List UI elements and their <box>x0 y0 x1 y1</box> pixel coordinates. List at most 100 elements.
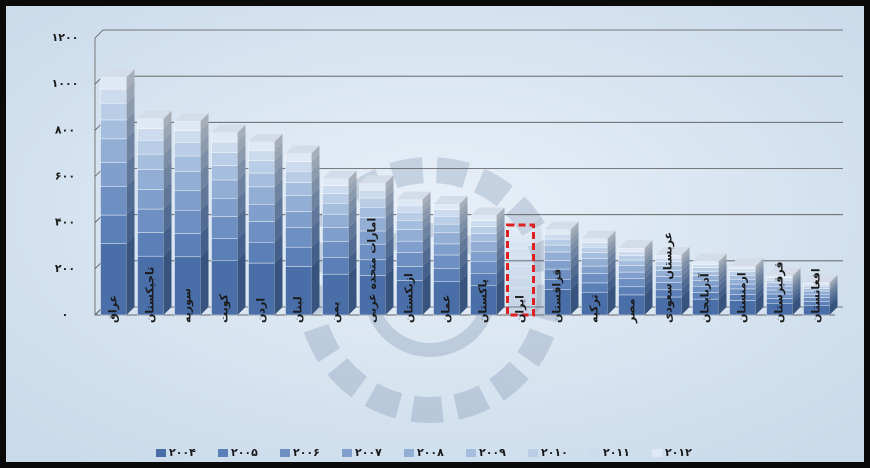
bar-side <box>459 260 468 282</box>
bar-top <box>507 216 542 225</box>
bar-side <box>200 248 209 315</box>
bar-segment <box>211 144 246 166</box>
x-tick-label: افغانستان <box>810 268 823 323</box>
bar-side <box>126 130 135 163</box>
bar-side <box>126 154 135 187</box>
bar-side <box>607 258 616 274</box>
bar-segment <box>174 147 209 172</box>
bar-side <box>533 221 542 235</box>
bar-side <box>348 170 357 186</box>
bar-side <box>126 111 135 139</box>
bar-front <box>285 170 312 183</box>
bar-front <box>396 229 423 242</box>
bar-side <box>792 269 801 281</box>
bar-front <box>285 195 312 212</box>
bar-side <box>829 276 838 287</box>
bar-side <box>311 187 320 212</box>
bar-side <box>496 277 505 315</box>
bar-side <box>237 124 246 142</box>
bar-front <box>396 252 423 267</box>
bar-front <box>359 197 386 208</box>
bar-front <box>692 261 719 265</box>
bar-side <box>274 165 283 187</box>
bar-top <box>100 69 135 78</box>
legend-label: ۲۰۱۲ <box>665 446 692 459</box>
x-tick-label: مصر <box>625 299 638 325</box>
bar-side <box>200 134 209 156</box>
bar-side <box>385 175 394 191</box>
bar-side <box>422 272 431 315</box>
bar-front <box>433 209 460 217</box>
bar-top <box>137 110 172 119</box>
bar-side <box>126 69 135 90</box>
bar-side <box>681 257 690 271</box>
bar-side <box>126 207 135 244</box>
bar-side <box>533 269 542 288</box>
bar-front <box>581 238 608 243</box>
bar-front <box>211 197 238 217</box>
bar-side <box>718 284 727 300</box>
bar-front <box>507 287 534 316</box>
bar-side <box>533 258 542 278</box>
bar-side <box>496 207 505 221</box>
bar-side <box>792 290 801 304</box>
bar-segment <box>322 249 357 275</box>
bar-segment <box>174 248 209 316</box>
bar-side <box>163 110 172 129</box>
bar-side <box>570 243 579 261</box>
bar-side <box>829 297 838 315</box>
bar-side <box>200 113 209 131</box>
bar-top <box>396 191 431 200</box>
bar-segment <box>396 272 431 316</box>
bar-side <box>570 271 579 290</box>
bar-front <box>581 252 608 259</box>
bar-segment <box>100 95 135 121</box>
bar-front <box>507 276 534 289</box>
bar-side <box>829 282 838 295</box>
bar-side <box>385 267 394 315</box>
x-tick-label: ازبکستان <box>403 273 416 323</box>
bar-front <box>544 260 571 270</box>
bar-side <box>163 161 172 190</box>
bar-side <box>755 258 764 269</box>
bar-top <box>433 195 468 204</box>
bar-front <box>544 244 571 253</box>
bar-front <box>544 233 571 240</box>
bar-side <box>607 234 616 248</box>
x-tick-label: لبنان <box>292 296 305 323</box>
bar-front <box>174 120 201 131</box>
bar-side <box>200 163 209 191</box>
legend-label: ۲۰۱۰ <box>541 446 568 459</box>
bar-side <box>718 259 727 272</box>
bar-side <box>607 239 616 253</box>
y-tick-label: ۸۰۰ <box>55 123 75 136</box>
bar-side <box>644 257 653 273</box>
bar-front <box>211 152 238 166</box>
bar-front <box>433 223 460 234</box>
bar-side <box>681 268 690 283</box>
bar-side <box>459 224 468 244</box>
bar-front <box>359 183 386 191</box>
bar-side <box>348 206 357 228</box>
bar-front <box>322 213 349 228</box>
y-tick-label: ۰ <box>62 308 69 321</box>
bar-front <box>248 150 275 162</box>
bar-front <box>470 220 497 227</box>
bar-front <box>322 193 349 204</box>
bar-side <box>718 272 727 287</box>
bar-segment <box>100 178 135 216</box>
y-tick-label: ۶۰۰ <box>55 170 75 183</box>
bar-front <box>470 215 497 221</box>
bar-front <box>396 240 423 253</box>
bar-side <box>533 240 542 258</box>
bar-segment <box>137 132 172 155</box>
bar-front <box>100 186 127 216</box>
bar-side <box>422 244 431 267</box>
bar-segment <box>248 255 283 316</box>
x-tick-label: اردن <box>255 298 268 323</box>
bar-segment <box>322 266 357 316</box>
bar-side <box>644 247 653 261</box>
bar-side <box>644 240 653 252</box>
bar-side <box>681 288 690 315</box>
bar-segment <box>211 171 246 199</box>
